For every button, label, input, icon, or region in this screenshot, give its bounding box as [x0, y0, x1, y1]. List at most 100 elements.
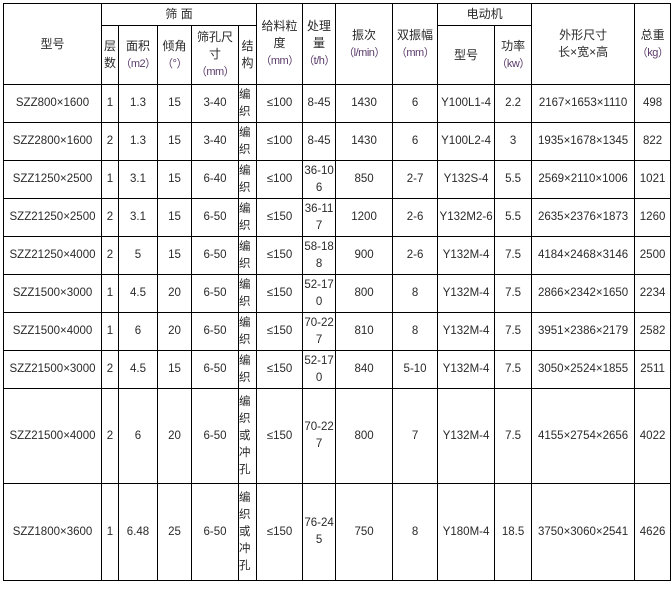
label: 功率: [501, 38, 526, 53]
cell-power: 7.5: [494, 388, 533, 484]
label: 处理量: [307, 19, 332, 50]
cell-power: 7.5: [494, 312, 533, 351]
cell-model: SZZ1800×3600: [3, 483, 102, 581]
cell-feed-size: ≤150: [256, 388, 304, 484]
header-power: 功率 （kw）: [494, 25, 533, 85]
header-capacity: 处理量 （t/h）: [302, 3, 337, 85]
cell-aperture: 6-50: [191, 236, 239, 275]
cell-aperture: 6-50: [191, 483, 239, 581]
cell-feed-size: ≤150: [256, 274, 304, 313]
cell-area: 1.3: [118, 84, 158, 123]
header-motor-group: 电动机: [437, 3, 533, 26]
cell-dimensions: 3050×2524×1855: [531, 350, 636, 389]
cell-weight: 4022: [634, 388, 672, 484]
header-screen-group: 筛 面: [100, 3, 258, 26]
cell-motor-model: Y132M-4: [437, 350, 496, 389]
cell-amplitude: 2-6: [392, 236, 439, 275]
cell-weight: 822: [634, 122, 672, 161]
cell-model: SZZ1500×4000: [3, 312, 102, 351]
table-row: SZZ1250×2500 1 3.1 15 6-40 编织 ≤100 36-106 850 2-7…: [3, 160, 672, 199]
cell-aperture: 6-50: [191, 198, 239, 237]
sub: 长×宽×高: [558, 45, 609, 59]
table-row: SZZ800×1600 1 1.3 15 3-40 编织 ≤100 8-45 1430 6 Y100…: [3, 84, 672, 123]
cell-angle: 15: [157, 122, 192, 161]
cell-aperture: 3-40: [191, 122, 239, 161]
cell-weight: 498: [634, 84, 672, 123]
label: 筛孔尺寸: [196, 30, 233, 61]
cell-model: SZZ1250×2500: [3, 160, 102, 199]
cell-dimensions: 3750×3060×2541: [531, 483, 636, 581]
unit: （t/h）: [303, 55, 335, 67]
cell-capacity: 36-117: [302, 198, 337, 237]
header-motor-model: 型号: [437, 25, 496, 85]
cell-capacity: 36-106: [302, 160, 337, 199]
cell-amplitude: 6: [392, 122, 439, 161]
cell-amplitude: 8: [392, 274, 439, 313]
cell-frequency: 800: [335, 388, 394, 484]
cell-model: SZZ21500×3000: [3, 350, 102, 389]
unit: （m2）: [120, 57, 156, 70]
unit: （mm）: [195, 66, 235, 78]
cell-dimensions: 1935×1678×1345: [531, 122, 636, 161]
cell-motor-model: Y132S-4: [437, 160, 496, 199]
cell-feed-size: ≤150: [256, 198, 304, 237]
cell-aperture: 3-40: [191, 84, 239, 123]
cell-area: 6: [118, 388, 158, 484]
cell-power: 18.5: [494, 483, 533, 581]
cell-layers: 2: [101, 350, 119, 389]
cell-capacity: 52-170: [302, 274, 337, 313]
cell-angle: 15: [157, 236, 192, 275]
unit: （kg）: [636, 46, 669, 59]
cell-aperture: 6-50: [191, 388, 239, 484]
cell-power: 5.5: [494, 198, 533, 237]
label: 外形尺寸: [559, 28, 608, 42]
cell-weight: 4626: [634, 483, 672, 581]
cell-angle: 15: [157, 198, 192, 237]
table-row: SZZ21500×4000 2 6 20 6-50 编织或冲孔 ≤150 70-227 800 7…: [3, 388, 672, 484]
cell-layers: 2: [101, 122, 119, 161]
cell-structure: 编织: [237, 198, 258, 237]
cell-capacity: 8-45: [302, 84, 337, 123]
cell-dimensions: 2866×2342×1650: [531, 274, 636, 313]
cell-angle: 20: [157, 274, 192, 313]
cell-frequency: 750: [335, 483, 394, 581]
cell-model: SZZ2800×1600: [3, 122, 102, 161]
cell-area: 1.3: [118, 122, 158, 161]
header-model: 型号: [3, 3, 102, 85]
cell-motor-model: Y100L1-4: [437, 84, 496, 123]
cell-structure: 编织: [237, 312, 258, 351]
cell-capacity: 70-227: [302, 312, 337, 351]
cell-amplitude: 8: [392, 483, 439, 581]
cell-angle: 15: [157, 350, 192, 389]
table-row: SZZ1500×3000 1 4.5 20 6-50 编织 ≤150 52-170 800 8 Y1…: [3, 274, 672, 313]
header-aperture: 筛孔尺寸 （mm）: [191, 25, 239, 85]
cell-motor-model: Y132M-4: [437, 312, 496, 351]
cell-motor-model: Y100L2-4: [437, 122, 496, 161]
cell-area: 4.5: [118, 274, 158, 313]
cell-weight: 2582: [634, 312, 672, 351]
cell-capacity: 70-227: [302, 388, 337, 484]
cell-layers: 1: [101, 84, 119, 123]
cell-angle: 25: [157, 483, 192, 581]
cell-weight: 2234: [634, 274, 672, 313]
unit: （mm）: [260, 55, 299, 67]
cell-amplitude: 2-7: [392, 160, 439, 199]
cell-structure: 编织或冲孔: [237, 483, 258, 581]
cell-weight: 1021: [634, 160, 672, 199]
cell-capacity: 76-245: [302, 483, 337, 581]
cell-amplitude: 8: [392, 312, 439, 351]
label: 振次: [352, 27, 377, 42]
unit: （°）: [162, 57, 187, 70]
cell-capacity: 52-170: [302, 350, 337, 389]
cell-structure: 编织: [237, 274, 258, 313]
unit: （l/min）: [343, 46, 385, 59]
cell-dimensions: 3951×2386×2179: [531, 312, 636, 351]
label: 双振幅: [397, 27, 434, 42]
cell-area: 6.48: [118, 483, 158, 581]
cell-frequency: 800: [335, 274, 394, 313]
cell-layers: 1: [101, 274, 119, 313]
table-body: SZZ800×1600 1 1.3 15 3-40 编织 ≤100 8-45 1430 6 Y100…: [3, 84, 672, 581]
cell-feed-size: ≤100: [256, 160, 304, 199]
label: 总重: [640, 27, 665, 42]
label: 给料粒度: [261, 19, 298, 50]
